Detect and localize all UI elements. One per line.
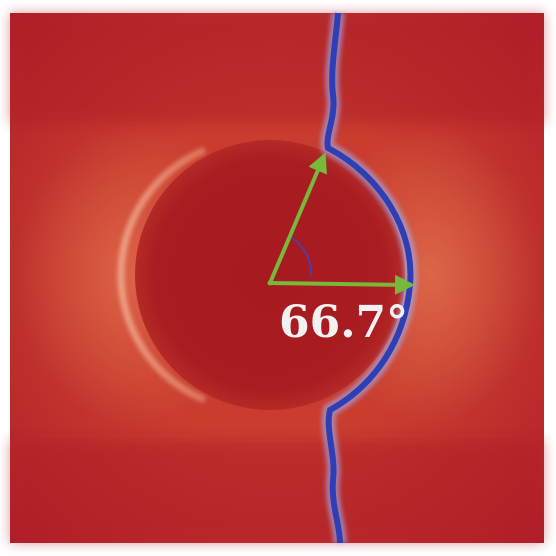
field-shade-bottom xyxy=(10,440,544,543)
arrow-diagonal xyxy=(268,152,327,284)
inclusion-disk xyxy=(135,140,405,410)
inclusion-rim-highlight xyxy=(117,146,207,404)
angle-label: 66.7° xyxy=(279,297,408,348)
arrow-horizontal xyxy=(269,274,415,295)
angle-arc xyxy=(291,237,312,277)
field-shade-top xyxy=(10,13,544,123)
arrow-origin xyxy=(267,280,273,286)
